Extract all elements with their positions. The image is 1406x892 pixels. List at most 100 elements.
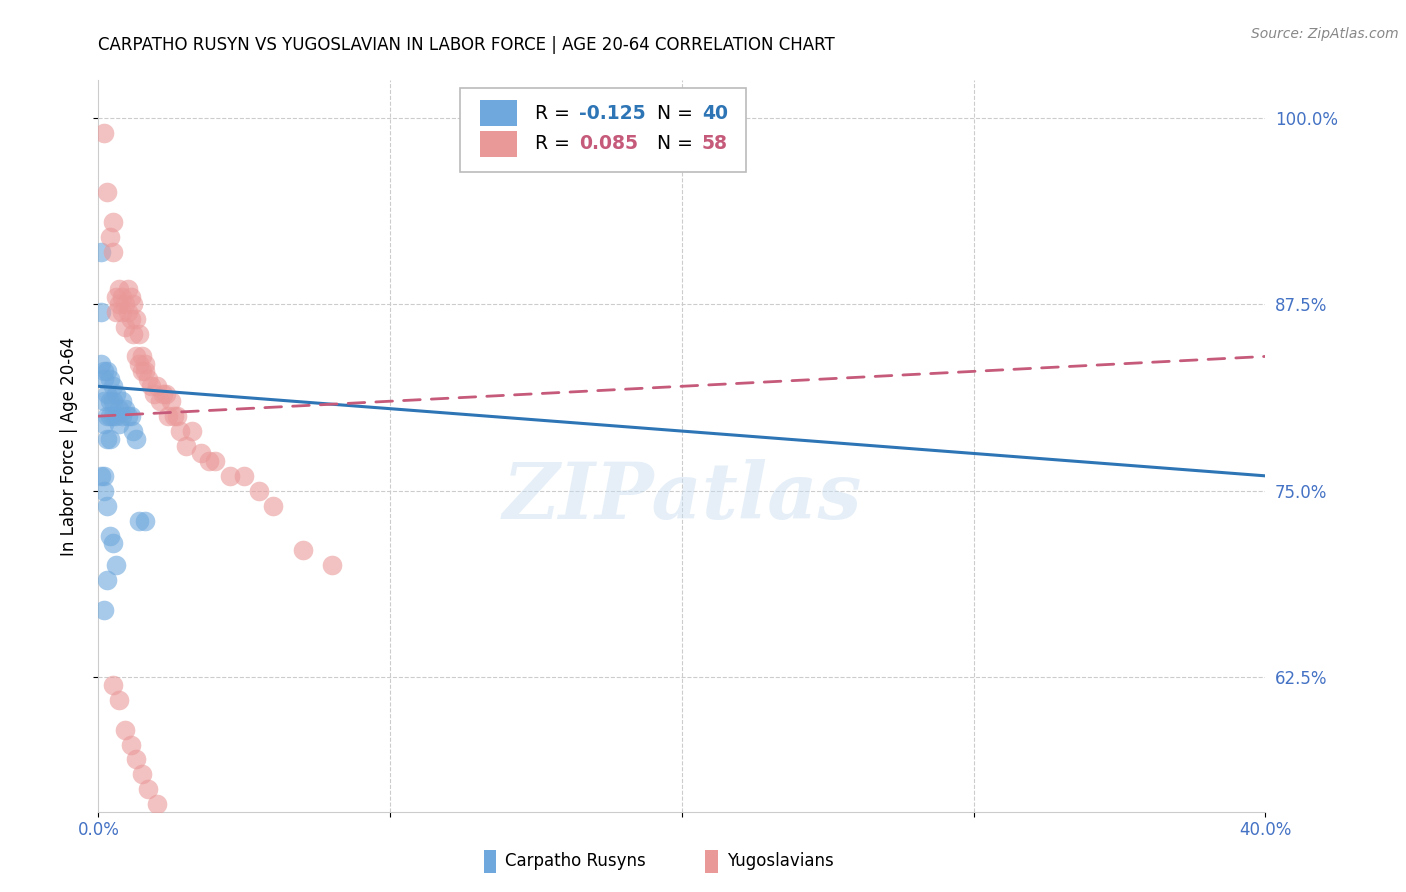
Point xyxy=(101,678,124,692)
Point xyxy=(104,409,127,424)
Point xyxy=(134,364,156,378)
Point xyxy=(90,357,112,371)
Point xyxy=(93,126,115,140)
Point xyxy=(111,290,134,304)
Point xyxy=(98,230,121,244)
Point xyxy=(180,424,202,438)
Point xyxy=(98,394,121,409)
Text: Source: ZipAtlas.com: Source: ZipAtlas.com xyxy=(1251,27,1399,41)
Point xyxy=(160,394,183,409)
Point xyxy=(90,244,112,259)
Text: R =: R = xyxy=(534,103,575,123)
Point xyxy=(93,483,115,498)
Point xyxy=(104,558,127,573)
Text: N =: N = xyxy=(658,135,699,153)
Point xyxy=(128,514,150,528)
Point xyxy=(120,738,142,752)
Point xyxy=(142,386,165,401)
Point xyxy=(101,215,124,229)
Point xyxy=(262,499,284,513)
Point xyxy=(204,454,226,468)
Point xyxy=(98,409,121,424)
Point xyxy=(128,326,150,341)
Point xyxy=(134,357,156,371)
Point xyxy=(163,409,186,424)
Point xyxy=(104,304,127,318)
Point xyxy=(122,424,145,438)
Point xyxy=(93,468,115,483)
Point xyxy=(169,424,191,438)
Point xyxy=(101,409,124,424)
Point xyxy=(321,558,343,573)
Point xyxy=(98,432,121,446)
Point xyxy=(134,514,156,528)
Point xyxy=(108,417,131,431)
Point xyxy=(96,186,118,200)
Point xyxy=(98,372,121,386)
Point xyxy=(93,394,115,409)
Point xyxy=(104,386,127,401)
Point xyxy=(146,797,169,812)
Point xyxy=(155,386,177,401)
Point xyxy=(108,401,131,416)
Point xyxy=(93,364,115,378)
FancyBboxPatch shape xyxy=(460,87,747,171)
Bar xyxy=(706,850,718,873)
Bar xyxy=(479,131,517,157)
Point xyxy=(96,364,118,378)
Text: N =: N = xyxy=(658,103,699,123)
Point xyxy=(98,528,121,542)
Point xyxy=(122,297,145,311)
Point xyxy=(125,432,148,446)
Bar xyxy=(479,100,517,127)
Point xyxy=(90,304,112,318)
Point xyxy=(136,782,159,797)
Point xyxy=(101,536,124,550)
Point xyxy=(117,282,139,296)
Point xyxy=(218,468,240,483)
Point xyxy=(125,350,148,364)
Point xyxy=(117,304,139,318)
Point xyxy=(131,350,153,364)
Point xyxy=(131,767,153,781)
Point xyxy=(233,468,256,483)
Point xyxy=(114,297,136,311)
Point xyxy=(108,297,131,311)
Point xyxy=(146,379,169,393)
Point xyxy=(125,752,148,766)
Point xyxy=(108,692,131,706)
Point xyxy=(93,417,115,431)
Point xyxy=(120,409,142,424)
Text: ZIPatlas: ZIPatlas xyxy=(502,459,862,535)
Point xyxy=(96,574,118,588)
Point xyxy=(291,543,314,558)
Point xyxy=(120,312,142,326)
Text: 0.085: 0.085 xyxy=(579,135,638,153)
Point xyxy=(136,372,159,386)
Point xyxy=(198,454,221,468)
Point xyxy=(101,244,124,259)
Text: Yugoslavians: Yugoslavians xyxy=(727,853,834,871)
Point xyxy=(101,394,124,409)
Point xyxy=(114,723,136,737)
Point xyxy=(96,432,118,446)
Point xyxy=(96,386,118,401)
Point xyxy=(131,364,153,378)
Point xyxy=(104,290,127,304)
Point xyxy=(93,603,115,617)
Point xyxy=(111,409,134,424)
Point xyxy=(114,319,136,334)
Point xyxy=(111,394,134,409)
Point xyxy=(111,304,134,318)
Point xyxy=(190,446,212,460)
Point xyxy=(128,357,150,371)
Text: -0.125: -0.125 xyxy=(579,103,645,123)
Point xyxy=(125,312,148,326)
Text: 58: 58 xyxy=(702,135,728,153)
Point xyxy=(114,401,136,416)
Text: CARPATHO RUSYN VS YUGOSLAVIAN IN LABOR FORCE | AGE 20-64 CORRELATION CHART: CARPATHO RUSYN VS YUGOSLAVIAN IN LABOR F… xyxy=(98,36,835,54)
Point xyxy=(90,468,112,483)
Point xyxy=(152,386,174,401)
Point xyxy=(166,409,188,424)
Text: 40: 40 xyxy=(702,103,728,123)
